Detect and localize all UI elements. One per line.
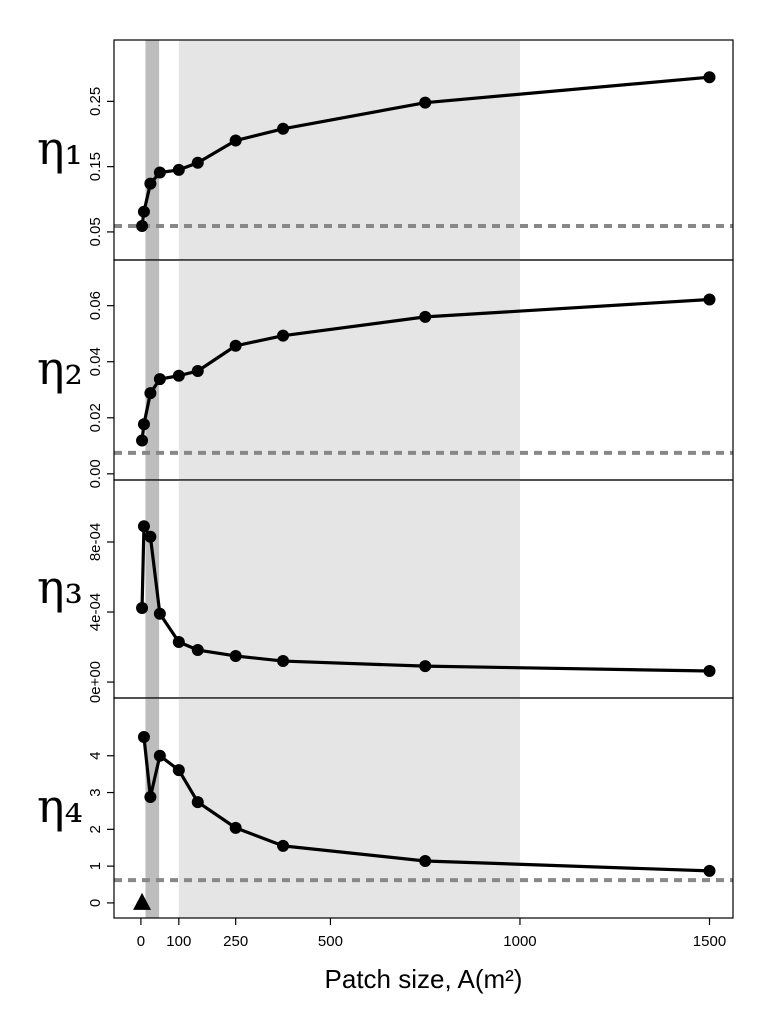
data-point [419,310,432,323]
data-point [136,434,149,447]
x-tick-label: 100 [166,933,191,950]
data-point [137,520,150,533]
panel-frame [113,697,734,919]
y-tick-label: 0.04 [87,347,104,376]
x-tick-label: 1500 [693,933,726,950]
y-tick-label: 8e-04 [87,523,104,561]
data-point [144,790,157,803]
data-point [229,339,242,352]
y-tick-label: 0.06 [87,291,104,320]
data-point [172,635,185,648]
shaded-region [145,40,160,260]
data-line [140,524,710,673]
y-tick-label: 0.02 [87,403,104,432]
data-point [277,329,290,342]
data-point [191,156,204,169]
data-line [140,297,710,441]
y-tick-label: 0 [87,899,104,907]
data-point [419,96,432,109]
x-axis-label: Patch size, A(m²) [325,964,523,994]
y-tick-label: 4 [87,752,104,760]
data-point [153,749,166,762]
data-point [419,854,432,867]
data-point [229,649,242,662]
data-point [191,796,204,809]
data-point [703,293,716,306]
data-point [153,166,166,179]
data-point [153,607,166,620]
data-point [153,373,166,386]
shaded-region [178,698,520,918]
y-axis-label: η₂ [37,341,83,395]
data-point [277,655,290,668]
y-axis-label: η₃ [37,560,83,614]
y-axis-label: η₄ [37,779,83,833]
data-point [144,177,157,190]
data-point [229,134,242,147]
shaded-region [145,260,160,480]
y-tick-label: 4e-04 [87,593,104,631]
y-tick-label: 1 [87,862,104,870]
data-point [136,601,149,614]
data-point [277,839,290,852]
data-point [136,220,149,233]
data-point [137,205,150,218]
data-point [703,665,716,678]
y-axis-label: η₁ [37,121,83,175]
y-tick-label: 3 [87,788,104,796]
data-point [191,364,204,377]
y-tick-label: 0.15 [87,152,104,181]
data-point [172,764,185,777]
data-point [277,122,290,135]
data-point [144,530,157,543]
shaded-region [178,40,520,260]
data-point [191,644,204,657]
y-tick-label: 0.05 [87,217,104,246]
data-point [144,387,157,400]
data-point [172,369,185,382]
triangle-point [133,892,152,910]
y-tick-label: 0.00 [87,459,104,488]
y-tick-label: 2 [87,825,104,833]
shaded-region [178,260,520,480]
data-line [140,75,710,227]
shaded-region [145,698,160,918]
data-point [419,660,432,673]
y-tick-label: 0e+00 [87,661,104,703]
data-point [703,864,716,877]
x-tick-label: 250 [223,933,248,950]
data-point [137,418,150,431]
x-tick-label: 1000 [503,933,536,950]
x-tick-label: 500 [318,933,343,950]
x-tick-label: 0 [137,933,145,950]
data-point [229,821,242,834]
data-point [137,730,150,743]
y-tick-label: 0.25 [87,87,104,116]
data-point [172,163,185,176]
data-point [703,71,716,84]
